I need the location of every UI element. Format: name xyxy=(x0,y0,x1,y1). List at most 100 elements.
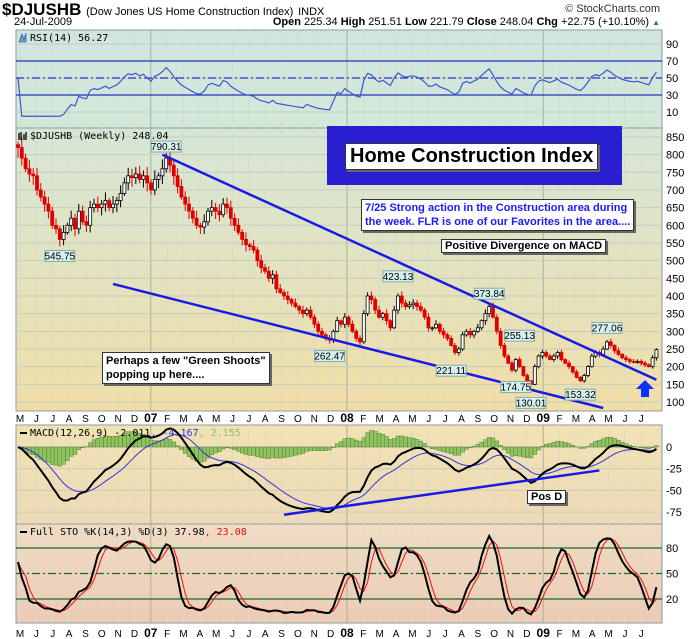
candle xyxy=(464,330,469,336)
price-label-box xyxy=(591,321,623,334)
candle xyxy=(513,359,518,371)
candle xyxy=(145,175,150,184)
macd-histogram-bar xyxy=(422,443,427,448)
candle xyxy=(61,231,66,240)
macd-histogram-bar xyxy=(297,446,302,455)
candle xyxy=(278,288,283,293)
candle xyxy=(80,210,85,223)
month-label: D xyxy=(327,629,334,639)
shoots-line-2: popping up here.... xyxy=(106,369,205,381)
month-label: D xyxy=(131,414,138,425)
macd-histogram-bar xyxy=(460,446,465,453)
candle xyxy=(502,345,507,357)
candle xyxy=(35,175,39,191)
month-label: M xyxy=(604,414,612,425)
rsi-tick-label: 30 xyxy=(666,90,678,102)
macd-tick-label: 0 xyxy=(666,442,672,454)
price-label-box xyxy=(150,140,182,153)
macd-histogram-bar xyxy=(259,446,264,458)
month-label: J xyxy=(34,414,39,425)
candle xyxy=(206,210,210,223)
candle xyxy=(434,323,438,329)
macd-tick-label: -75 xyxy=(666,507,682,519)
macd-histogram-bar xyxy=(319,446,325,451)
month-label: M xyxy=(408,629,416,639)
macd-histogram-bar xyxy=(91,439,97,448)
price-tick-label: 250 xyxy=(666,344,684,356)
macd-histogram-bar xyxy=(373,430,378,448)
candle xyxy=(350,323,355,332)
rsi-panel xyxy=(15,29,663,129)
price-label-box xyxy=(382,270,414,283)
month-label: O xyxy=(490,414,498,425)
month-label: M xyxy=(408,414,416,425)
macd-histogram-bar xyxy=(639,446,644,448)
month-label: J xyxy=(246,414,251,425)
macd-histogram-bar xyxy=(521,446,526,458)
candle xyxy=(616,350,621,355)
rsi-tick-label: 50 xyxy=(666,73,678,85)
chg-label: Chg xyxy=(536,16,558,28)
candle xyxy=(160,168,165,177)
candle xyxy=(525,375,530,382)
note-line-1: 7/25 Strong action in the Construction a… xyxy=(365,202,628,214)
candle xyxy=(483,313,488,322)
macd-tick-label: -25 xyxy=(666,464,682,476)
up-triangle-icon: ▲ xyxy=(652,18,660,27)
price-tick-label: 650 xyxy=(666,203,684,215)
macd-histogram-bar xyxy=(175,445,180,448)
macd-histogram-bar xyxy=(566,443,572,448)
legend-swatch-icon xyxy=(20,432,27,434)
macd-histogram-bar xyxy=(517,446,522,457)
macd-histogram-bar xyxy=(388,439,393,448)
candle xyxy=(266,270,271,279)
macd-histogram-bar xyxy=(148,439,154,448)
month-label: J xyxy=(639,414,644,425)
candle xyxy=(418,306,423,311)
macd-histogram-bar xyxy=(262,446,268,459)
month-label: N xyxy=(507,414,514,425)
candle xyxy=(373,299,378,311)
price-tick-label: 100 xyxy=(666,397,684,409)
macd-histogram-bar xyxy=(224,446,230,448)
macd-histogram-bar xyxy=(61,446,66,465)
candle xyxy=(582,375,587,382)
macd-histogram-bar xyxy=(475,444,480,448)
month-label: J xyxy=(50,414,55,425)
macd-histogram-bar xyxy=(251,446,256,456)
price-tick-label: 550 xyxy=(666,238,684,250)
candle xyxy=(244,239,248,246)
month-label: F xyxy=(360,414,366,425)
rsi-legend: RSI(14) 56.27 xyxy=(30,33,108,44)
price-label: 255.13 xyxy=(504,331,535,342)
candle xyxy=(453,345,457,353)
macd-histogram-bar xyxy=(604,437,610,448)
macd-histogram-bar xyxy=(464,446,469,450)
candle xyxy=(57,228,62,240)
divergence-box: Positive Divergence on MACD xyxy=(441,239,607,253)
month-label: J xyxy=(230,629,235,639)
exchange: INDX xyxy=(298,6,325,18)
month-label: N xyxy=(114,629,121,639)
candle xyxy=(392,309,397,329)
candle xyxy=(316,323,321,332)
candle xyxy=(301,309,305,315)
macd-histogram-bar xyxy=(171,441,176,448)
price-tick-label: 850 xyxy=(666,132,684,144)
month-label: D xyxy=(131,629,138,639)
macd-histogram-bar xyxy=(72,446,78,455)
candle xyxy=(441,330,446,336)
green-shoots-box: Perhaps a few "Green Shoots" popping up … xyxy=(102,352,270,384)
month-label: M xyxy=(572,414,580,425)
month-label: S xyxy=(278,414,285,425)
candle xyxy=(555,352,560,357)
macd-histogram-bar xyxy=(308,446,313,451)
macd-histogram-bar xyxy=(498,445,503,448)
candle xyxy=(38,189,43,198)
candle xyxy=(103,200,108,205)
sto-k-line xyxy=(17,533,658,616)
candle xyxy=(422,309,427,318)
month-label: A xyxy=(589,629,596,639)
macd-histogram-bar xyxy=(160,440,165,448)
macd-histogram-bar xyxy=(502,446,507,450)
